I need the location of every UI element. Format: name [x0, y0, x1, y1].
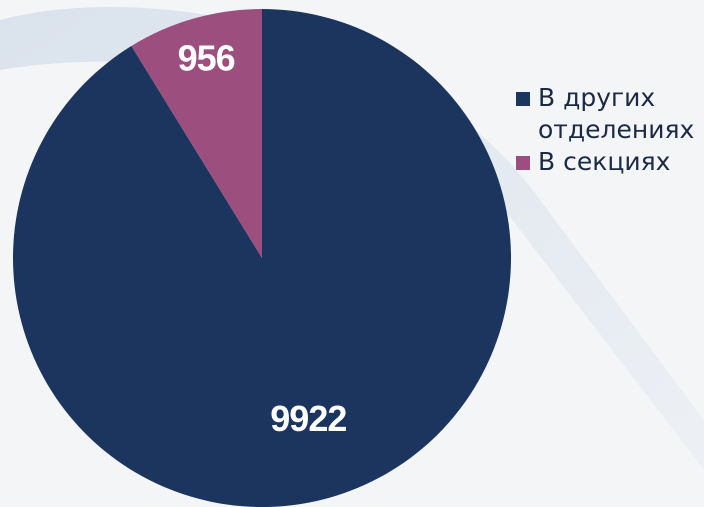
legend-item: В других отделениях [516, 82, 702, 146]
legend-label: В других отделениях [538, 83, 694, 144]
chart: 9922 956 [0, 0, 704, 507]
legend-item: В секциях [516, 146, 702, 178]
legend-swatch [516, 156, 530, 170]
legend: В других отделениях В секциях [516, 82, 702, 178]
page: {"chart_data": {"type": "pie", "categori… [0, 0, 704, 507]
pie-slice [13, 9, 511, 507]
legend-label: В секциях [538, 147, 670, 176]
pie: 9922 956 [13, 9, 511, 507]
data-label: 9922 [270, 398, 346, 439]
data-label: 956 [178, 37, 235, 78]
legend-swatch [516, 92, 530, 106]
